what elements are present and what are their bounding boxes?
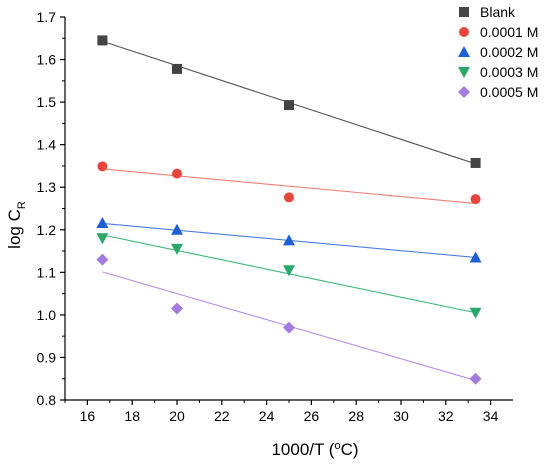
x-axis-title: 1000/T (oC) (271, 440, 358, 459)
data-point (469, 307, 482, 319)
y-tick-label: 1.0 (37, 307, 57, 323)
series-group (97, 35, 481, 168)
y-tick-label: 1.7 (37, 9, 57, 25)
y-axis-title-sub: R (16, 201, 28, 209)
y-axis-title: log CR (5, 201, 28, 249)
x-tick-label: 18 (124, 408, 140, 424)
x-tick-label: 20 (169, 408, 185, 424)
data-point (283, 265, 295, 277)
series-group (96, 253, 482, 385)
y-axis-title-text: log C (5, 209, 24, 249)
y-tick-label: 0.8 (37, 392, 57, 408)
data-point (96, 233, 109, 245)
x-tick-label: 30 (393, 408, 409, 424)
x-tick-label: 16 (80, 408, 96, 424)
data-point (96, 253, 109, 266)
data-point (284, 100, 294, 111)
data-point (470, 157, 481, 168)
fit-line (102, 168, 476, 204)
series-group (97, 161, 481, 205)
data-point (469, 372, 482, 385)
data-point (97, 35, 108, 46)
data-point (470, 194, 481, 205)
data-point (97, 161, 108, 172)
x-axis-title-text: 1000/T ( (271, 440, 334, 459)
data-point (283, 234, 295, 246)
legend-label: 0.0003 M (480, 64, 538, 80)
y-tick-label: 0.9 (37, 349, 57, 365)
series-group (96, 216, 482, 263)
legend-label: Blank (480, 4, 516, 20)
data-point (171, 223, 183, 235)
data-point (171, 243, 183, 255)
y-tick-label: 1.4 (37, 137, 57, 153)
legend-label: 0.0002 M (480, 44, 538, 60)
legend-marker (458, 46, 470, 57)
data-point (284, 192, 294, 203)
data-point (469, 251, 482, 263)
x-tick-label: 26 (304, 408, 320, 424)
legend-marker (458, 67, 470, 78)
legend: Blank 0.0001 M 0.0002 M 0.0003 M 0.0005 M (458, 4, 538, 100)
x-axis-title-unit: C) (341, 440, 359, 459)
data-point (172, 63, 182, 74)
y-tick-label: 1.3 (37, 179, 57, 195)
x-tick-label: 34 (483, 408, 499, 424)
y-tick-label: 1.5 (37, 94, 57, 110)
x-tick-label: 22 (214, 408, 230, 424)
series-group (96, 233, 482, 319)
data-point (172, 168, 182, 179)
legend-marker (459, 27, 469, 37)
x-tick-label: 24 (259, 408, 275, 424)
legend-marker (458, 86, 470, 98)
y-tick-label: 1.6 (37, 52, 57, 68)
data-point (96, 216, 109, 228)
data-point (171, 302, 183, 315)
y-tick-label: 1.2 (37, 222, 57, 238)
x-tick-label: 32 (438, 408, 454, 424)
x-axis-title-sup: o (334, 440, 340, 452)
legend-label: 0.0005 M (480, 84, 538, 100)
legend-marker (459, 7, 469, 17)
x-tick-label: 28 (348, 408, 364, 424)
data-point (283, 321, 295, 334)
y-tick-label: 1.1 (37, 264, 57, 280)
legend-label: 0.0001 M (480, 24, 538, 40)
